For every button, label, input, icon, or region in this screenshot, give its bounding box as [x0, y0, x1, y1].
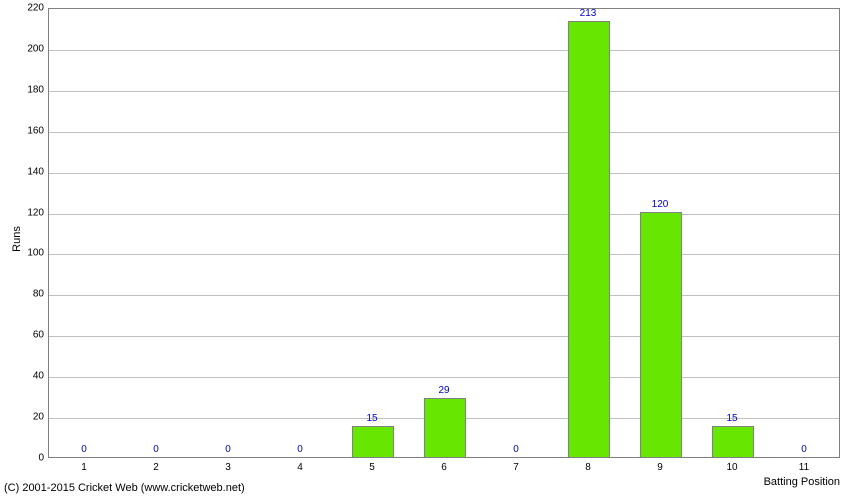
- bar: [568, 21, 610, 457]
- y-tick-label: 100: [18, 248, 44, 259]
- y-tick-label: 60: [18, 330, 44, 341]
- gridline: [49, 50, 839, 52]
- bar-value-label: 15: [726, 413, 737, 424]
- x-tick-label: 7: [513, 462, 519, 473]
- x-tick-label: 11: [799, 462, 809, 473]
- bar: [352, 426, 394, 457]
- x-tick-label: 10: [726, 462, 737, 473]
- bar-value-label: 120: [652, 199, 669, 210]
- x-axis-label: Batting Position: [764, 476, 840, 488]
- bar: [712, 426, 754, 457]
- bar-value-label: 0: [801, 444, 807, 455]
- gridline: [49, 377, 839, 379]
- x-tick-label: 3: [225, 462, 231, 473]
- y-tick-label: 220: [18, 3, 44, 14]
- gridline: [49, 336, 839, 338]
- bar: [424, 398, 466, 457]
- bar: [640, 212, 682, 457]
- gridline: [49, 132, 839, 134]
- bar-value-label: 15: [366, 413, 377, 424]
- bar-value-label: 29: [438, 385, 449, 396]
- gridline: [49, 91, 839, 93]
- bar-value-label: 0: [513, 444, 519, 455]
- y-tick-label: 200: [18, 43, 44, 54]
- x-tick-label: 8: [585, 462, 591, 473]
- y-tick-label: 0: [18, 453, 44, 464]
- x-tick-label: 4: [297, 462, 303, 473]
- x-tick-label: 1: [81, 462, 87, 473]
- gridline: [49, 214, 839, 216]
- x-tick-label: 5: [369, 462, 375, 473]
- gridline: [49, 295, 839, 297]
- y-tick-label: 20: [18, 412, 44, 423]
- bar-value-label: 0: [225, 444, 231, 455]
- x-tick-label: 2: [153, 462, 159, 473]
- y-tick-label: 140: [18, 166, 44, 177]
- bar-value-label: 213: [580, 8, 597, 19]
- copyright-footer: (C) 2001-2015 Cricket Web (www.cricketwe…: [4, 482, 245, 494]
- bar-chart: Runs Batting Position (C) 2001-2015 Cric…: [0, 0, 850, 500]
- y-tick-label: 80: [18, 289, 44, 300]
- bar-value-label: 0: [153, 444, 159, 455]
- gridline: [49, 254, 839, 256]
- bar-value-label: 0: [297, 444, 303, 455]
- bar-value-label: 0: [81, 444, 87, 455]
- x-tick-label: 6: [441, 462, 447, 473]
- y-tick-label: 180: [18, 84, 44, 95]
- y-tick-label: 120: [18, 207, 44, 218]
- y-tick-label: 160: [18, 125, 44, 136]
- y-tick-label: 40: [18, 371, 44, 382]
- x-tick-label: 9: [657, 462, 663, 473]
- gridline: [49, 173, 839, 175]
